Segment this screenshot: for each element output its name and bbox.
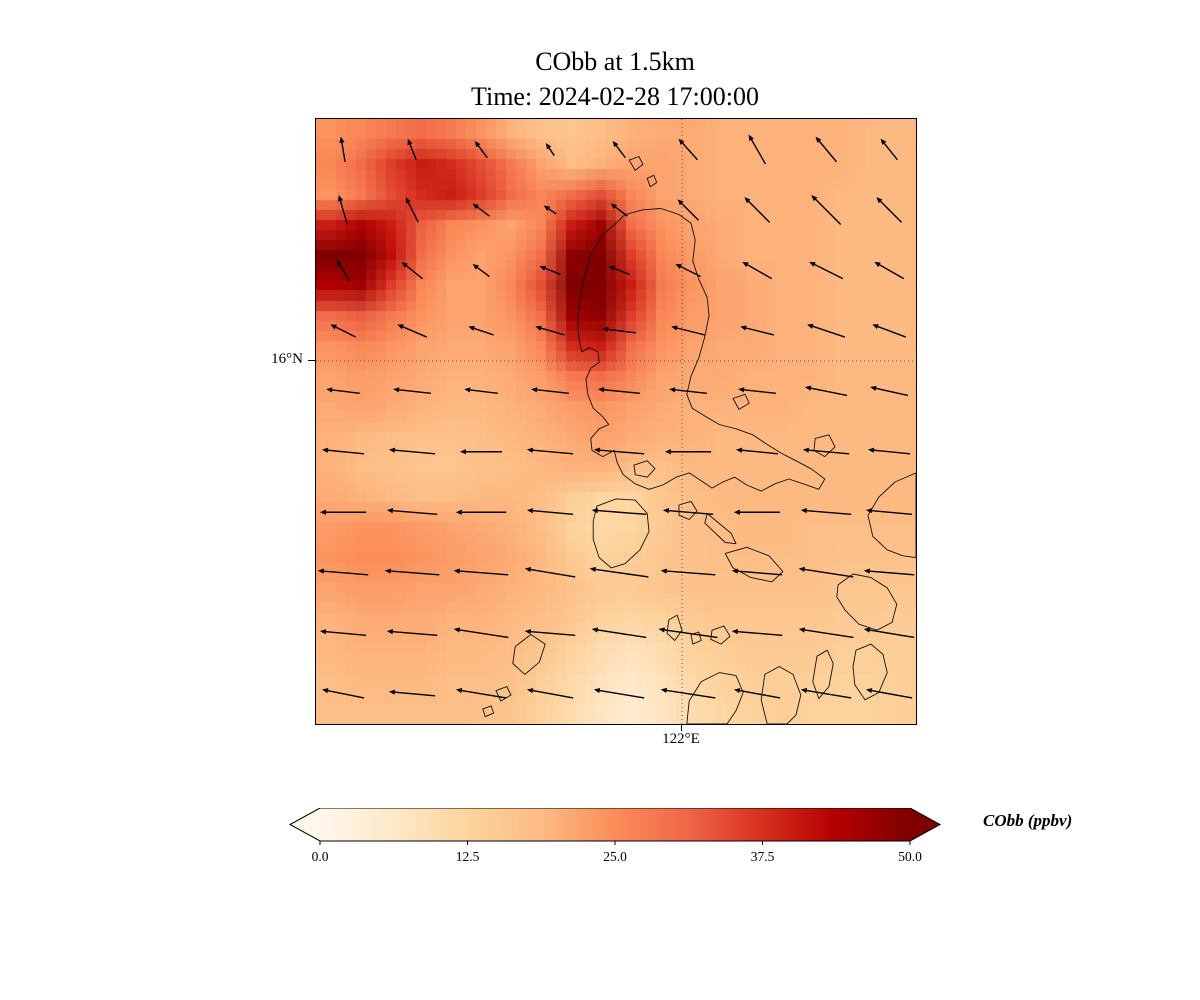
colorbar [288, 808, 942, 845]
plot-title-line2: Time: 2024-02-28 17:00:00 [471, 82, 759, 111]
heatmap-canvas [316, 119, 916, 724]
x-axis-tick-label: 122°E [662, 731, 700, 747]
map-overlay [316, 119, 916, 724]
colorbar-tick-label: 50.0 [898, 849, 922, 864]
x-tick-mark [681, 724, 682, 731]
colorbar-tick-label: 25.0 [603, 849, 627, 864]
colorbar-tick-label: 0.0 [311, 849, 329, 864]
plot-title: CObb at 1.5km Time: 2024-02-28 17:00:00 [315, 44, 915, 114]
graticule [316, 119, 916, 724]
y-axis-tick-label: 16°N [271, 351, 303, 367]
colorbar-tick-label: 37.5 [750, 849, 775, 864]
colorbar-gradient-bar [288, 808, 942, 842]
colorbar-tick-label: 12.5 [455, 849, 480, 864]
coastlines [482, 156, 916, 724]
map-panel [315, 118, 917, 725]
wind-arrows [317, 134, 915, 699]
colorbar-ticks: 0.0 12.5 25.0 37.5 50.0 [312, 849, 922, 867]
plot-title-line1: CObb at 1.5km [535, 47, 695, 76]
y-tick-mark [308, 360, 315, 361]
colorbar-label: CObb (ppbv) [983, 811, 1073, 830]
